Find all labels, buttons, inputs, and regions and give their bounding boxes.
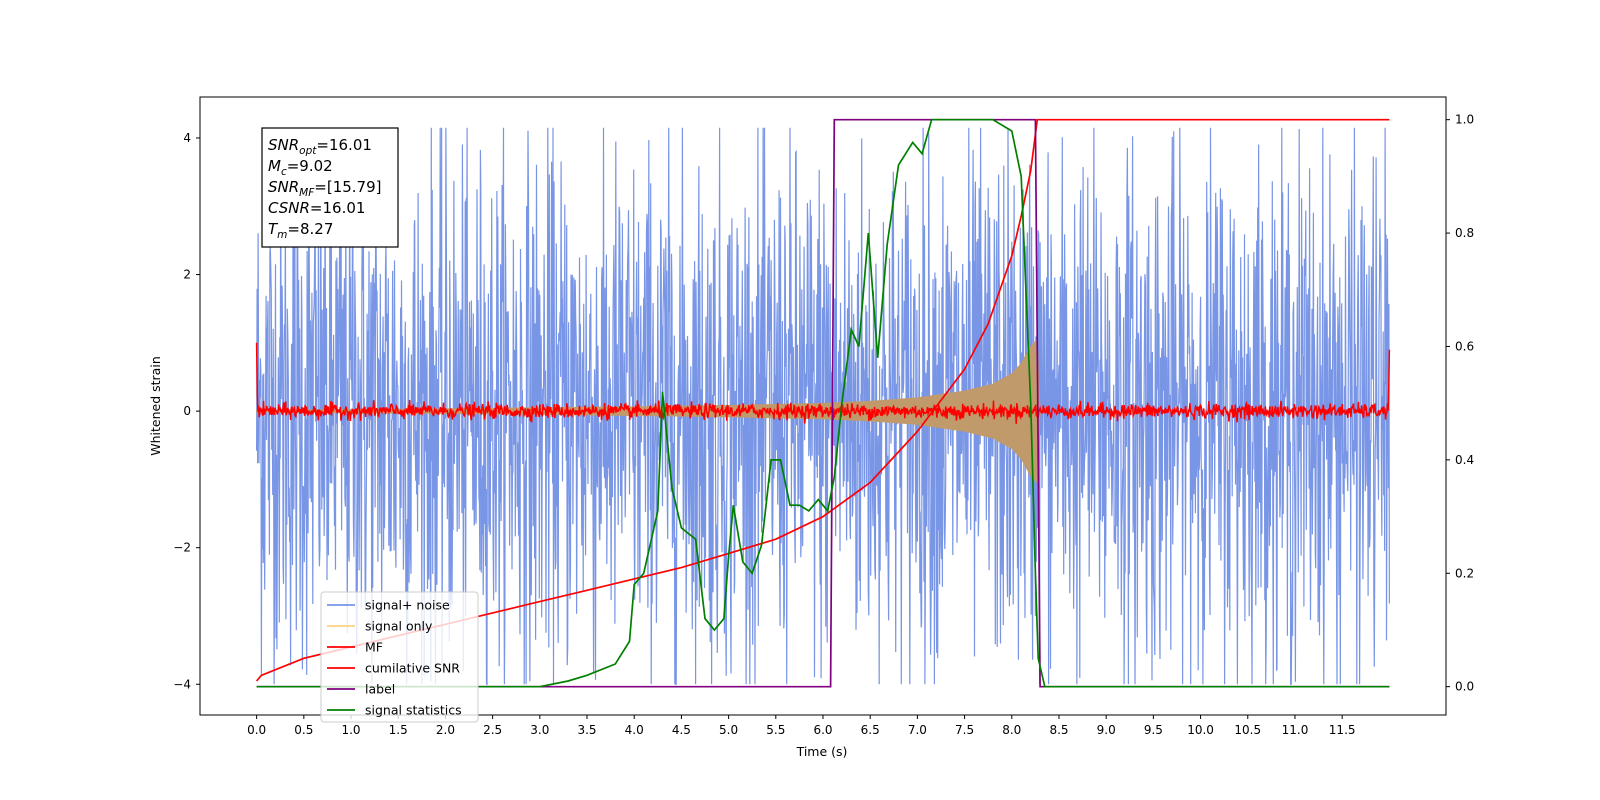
info-line: Tm=8.27 [268,220,333,241]
legend-label: MF [365,640,383,655]
x-tick-label: 11.0 [1282,723,1309,737]
x-tick-label: 1.5 [389,723,408,737]
legend-frame [320,591,479,723]
y-axis-label: Whitened strain [148,356,163,455]
legend-label: label [365,682,395,697]
y-tick-label-left: 2 [183,268,191,282]
x-tick-label: 3.0 [530,723,549,737]
x-tick-label: 9.5 [1144,723,1163,737]
y-tick-label-left: 4 [183,131,191,145]
x-tick-label: 7.5 [955,723,974,737]
x-tick-label: 10.5 [1234,723,1261,737]
info-line: CSNR=16.01 [268,199,365,217]
x-tick-label: 4.0 [625,723,644,737]
info-box: SNRopt=16.01Mc=9.02SNRMF=[15.79]CSNR=16.… [261,127,399,248]
x-tick-label: 7.0 [908,723,927,737]
x-tick-label: 2.0 [436,723,455,737]
x-tick-label: 5.0 [719,723,738,737]
y-tick-label-right: 0.2 [1455,566,1474,580]
x-tick-label: 1.0 [341,723,360,737]
info-box-frame [261,127,399,248]
legend-label: signal statistics [365,703,462,718]
x-tick-label: 10.0 [1187,723,1214,737]
series-mf [255,342,1391,424]
x-axis-label: Time (s) [796,744,848,759]
series-signal-statistics [256,118,1390,688]
y-tick-label-right: 0.0 [1455,680,1474,694]
y-tick-label-left: −2 [173,541,191,555]
x-tick-label: 6.0 [813,723,832,737]
legend: signal+ noise signal only MF cumilative SNR… [320,591,479,723]
x-tick-label: 0.5 [294,723,313,737]
x-tick-label: 6.5 [861,723,880,737]
x-tick-label: 8.5 [1049,723,1068,737]
info-line: SNRMF=[15.79] [268,178,382,199]
y-tick-label-right: 0.8 [1455,226,1474,240]
series-signal-noise [256,127,1391,686]
x-tick-label: 9.0 [1097,723,1116,737]
x-tick-label: 3.5 [577,723,596,737]
legend-label: signal+ noise [365,598,450,613]
y-tick-label-left: 0 [183,404,191,418]
y-tick-label-right: 0.6 [1455,339,1474,353]
y-tick-label-right: 1.0 [1455,113,1474,127]
y-tick-label-left: −4 [173,677,191,691]
info-line: Mc=9.02 [268,157,333,178]
legend-label: cumilative SNR [365,661,460,676]
info-line: SNRopt=16.01 [268,136,372,157]
legend-label: signal only [365,619,433,634]
x-tick-label: 11.5 [1329,723,1356,737]
x-tick-label: 0.0 [247,723,266,737]
x-tick-label: 8.0 [1002,723,1021,737]
series-signal-only [256,339,1041,483]
x-tick-label: 5.5 [766,723,785,737]
x-tick-label: 4.5 [672,723,691,737]
x-tick-label: 2.5 [483,723,502,737]
y-tick-label-right: 0.4 [1455,453,1474,467]
axes: 0.0 0.5 1.0 1.5 2.0 2.5 3.0 3.5 4.0 4.5 5.0 5.5 6.0 6… [173,113,1474,737]
